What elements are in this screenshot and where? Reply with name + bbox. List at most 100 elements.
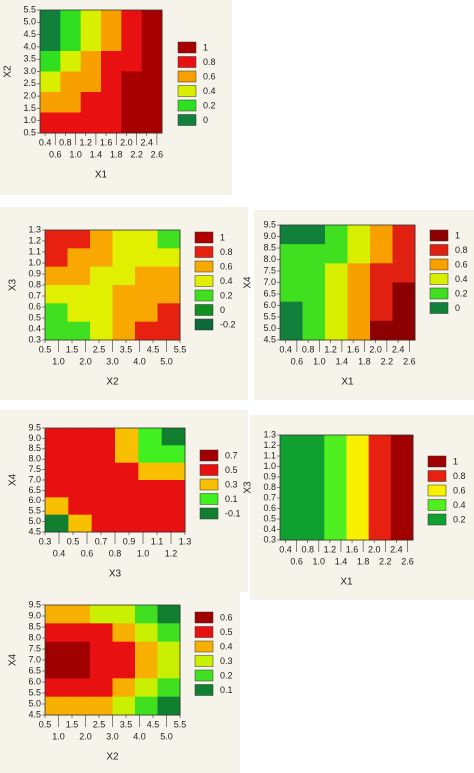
y-tick-label: 6.5 bbox=[28, 485, 41, 495]
contour-cell bbox=[368, 522, 392, 541]
legend-swatch bbox=[194, 289, 214, 302]
legend-label: 0.7 bbox=[225, 450, 238, 460]
contour-cell bbox=[392, 282, 416, 303]
x-tick-label: 0.6 bbox=[49, 149, 62, 159]
contour-cell bbox=[141, 10, 163, 31]
contour-cell bbox=[280, 487, 303, 506]
contour-cell bbox=[45, 480, 69, 498]
legend-label: 0.5 bbox=[220, 627, 233, 637]
contour-cell bbox=[302, 452, 325, 471]
contour-cell bbox=[60, 71, 82, 93]
contour-cell bbox=[347, 320, 371, 341]
y-tick-label: 5.0 bbox=[28, 698, 41, 708]
contour-cell bbox=[80, 30, 102, 52]
contour-cell bbox=[90, 641, 113, 661]
contour-cell bbox=[90, 230, 113, 249]
legend-swatch bbox=[429, 302, 449, 314]
contour-cell bbox=[280, 301, 303, 322]
contour-cell bbox=[112, 660, 136, 679]
contour-cell bbox=[157, 321, 181, 341]
contour-cell bbox=[280, 452, 303, 471]
contour-cell bbox=[67, 285, 91, 304]
y-axis-label: X2 bbox=[3, 65, 14, 78]
y-tick-label: 5.5 bbox=[263, 311, 276, 321]
contour-cell bbox=[45, 266, 68, 286]
y-tick-label: 5.5 bbox=[28, 506, 41, 516]
contour-cell bbox=[161, 428, 186, 446]
contour-cell bbox=[67, 248, 91, 268]
contour-cell bbox=[370, 244, 393, 264]
contour-cell bbox=[90, 678, 113, 698]
y-tick-label: 9.5 bbox=[263, 219, 276, 229]
legend-label: 0.4 bbox=[455, 274, 468, 284]
x-axis-label: X1 bbox=[341, 377, 354, 388]
legend-label: 0.8 bbox=[203, 57, 216, 67]
contour-cell bbox=[91, 497, 116, 516]
legend-label: -0.1 bbox=[225, 508, 241, 518]
contour-cell bbox=[392, 225, 416, 245]
contour-cell bbox=[280, 244, 303, 264]
legend-label: 0.3 bbox=[220, 656, 233, 666]
y-axis-label: X3 bbox=[8, 278, 19, 291]
legend-swatch bbox=[177, 56, 197, 68]
contour-cell bbox=[112, 623, 136, 643]
contour-cell bbox=[157, 248, 181, 268]
y-axis-label: X4 bbox=[8, 653, 19, 666]
x-tick-label: 1.0 bbox=[52, 731, 65, 741]
legend-label: 0.6 bbox=[220, 261, 233, 271]
legend-label: 0.2 bbox=[455, 288, 468, 298]
contour-cell bbox=[392, 301, 416, 322]
y-tick-label: 0.5 bbox=[28, 312, 41, 322]
contour-cell bbox=[392, 263, 416, 283]
y-tick-label: 9.0 bbox=[28, 610, 41, 620]
contour-cell bbox=[347, 301, 371, 322]
legend-label: 0.4 bbox=[220, 276, 233, 286]
contour-cell bbox=[302, 320, 326, 341]
contour-cell bbox=[45, 462, 69, 481]
contour-cell bbox=[112, 248, 136, 268]
x-tick-label: 2.2 bbox=[130, 149, 143, 159]
contour-cell bbox=[91, 445, 116, 464]
x-tick-label: 1.4 bbox=[335, 556, 348, 566]
legend-label: 0.1 bbox=[225, 494, 238, 504]
contour-cell bbox=[325, 244, 348, 264]
x-tick-label: 2.4 bbox=[140, 137, 153, 147]
y-tick-label: 6.0 bbox=[263, 300, 276, 310]
contour-cell bbox=[91, 514, 116, 533]
y-tick-label: 7.5 bbox=[28, 464, 41, 474]
legend-swatch bbox=[194, 246, 214, 258]
contour-cell bbox=[115, 428, 139, 446]
contour-cell bbox=[157, 696, 181, 716]
contour-cell bbox=[138, 428, 163, 446]
contour-cell bbox=[40, 30, 61, 52]
contour-cell bbox=[112, 678, 136, 698]
x-tick-label: 0.7 bbox=[95, 536, 108, 546]
contour-cell bbox=[135, 696, 158, 716]
legend-label: 0.5 bbox=[225, 465, 238, 475]
contour-cell bbox=[135, 660, 158, 679]
x-tick-label: 3.0 bbox=[106, 731, 119, 741]
legend-label: -0.2 bbox=[220, 319, 236, 329]
contour-cell bbox=[121, 71, 143, 93]
legend-label: 0.4 bbox=[453, 500, 466, 510]
legend-label: 1 bbox=[455, 230, 460, 240]
contour-cell bbox=[112, 641, 136, 661]
y-tick-label: 6.0 bbox=[28, 495, 41, 505]
y-tick-label: 4.5 bbox=[28, 526, 41, 536]
y-tick-label: 5.0 bbox=[263, 323, 276, 333]
contour-cell bbox=[157, 660, 181, 679]
y-tick-label: 9.0 bbox=[28, 433, 41, 443]
x-tick-label: 1.2 bbox=[165, 548, 178, 558]
contour-cell bbox=[390, 487, 414, 506]
contour-cell bbox=[68, 462, 93, 481]
x-tick-label: 0.8 bbox=[302, 344, 315, 354]
x-tick-label: 0.3 bbox=[39, 536, 52, 546]
x-tick-label: 1.2 bbox=[324, 544, 337, 554]
legend-swatch bbox=[429, 273, 449, 285]
contour-cell bbox=[115, 480, 139, 498]
contour-cell bbox=[121, 30, 143, 52]
contour-cell bbox=[45, 445, 69, 464]
contour-cell bbox=[135, 230, 158, 249]
x-tick-label: 0.5 bbox=[39, 719, 52, 729]
legend-swatch bbox=[194, 260, 214, 273]
